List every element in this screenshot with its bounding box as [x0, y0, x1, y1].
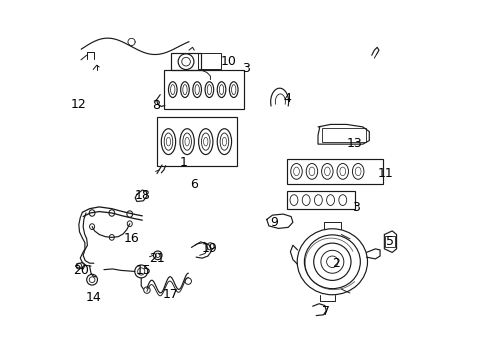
Text: 3: 3 [351, 202, 359, 215]
Text: 17: 17 [163, 288, 179, 301]
Text: 15: 15 [135, 264, 151, 277]
Text: 12: 12 [71, 98, 86, 111]
Bar [286, 192, 354, 209]
Text: 6: 6 [190, 178, 198, 191]
Bar [321, 128, 366, 142]
Text: 14: 14 [86, 291, 102, 304]
Text: 2: 2 [331, 257, 339, 270]
Text: 4: 4 [282, 92, 290, 105]
Text: 3: 3 [242, 62, 250, 75]
Text: 8: 8 [152, 99, 160, 112]
Bar [198, 53, 221, 69]
Text: 5: 5 [385, 235, 393, 248]
Text: 16: 16 [123, 231, 139, 244]
Text: 9: 9 [269, 216, 277, 229]
Bar [163, 70, 244, 109]
Text: 18: 18 [134, 189, 150, 202]
Bar [156, 117, 237, 166]
Text: 21: 21 [148, 252, 164, 265]
Text: 19: 19 [201, 242, 217, 255]
Text: 13: 13 [346, 137, 362, 150]
Bar [286, 159, 382, 184]
Text: 1: 1 [179, 156, 187, 169]
Text: 11: 11 [377, 167, 392, 180]
Text: 10: 10 [221, 55, 236, 68]
Bar [171, 53, 201, 70]
Text: 7: 7 [322, 306, 329, 319]
Text: 20: 20 [73, 264, 88, 277]
Bar [385, 236, 395, 247]
